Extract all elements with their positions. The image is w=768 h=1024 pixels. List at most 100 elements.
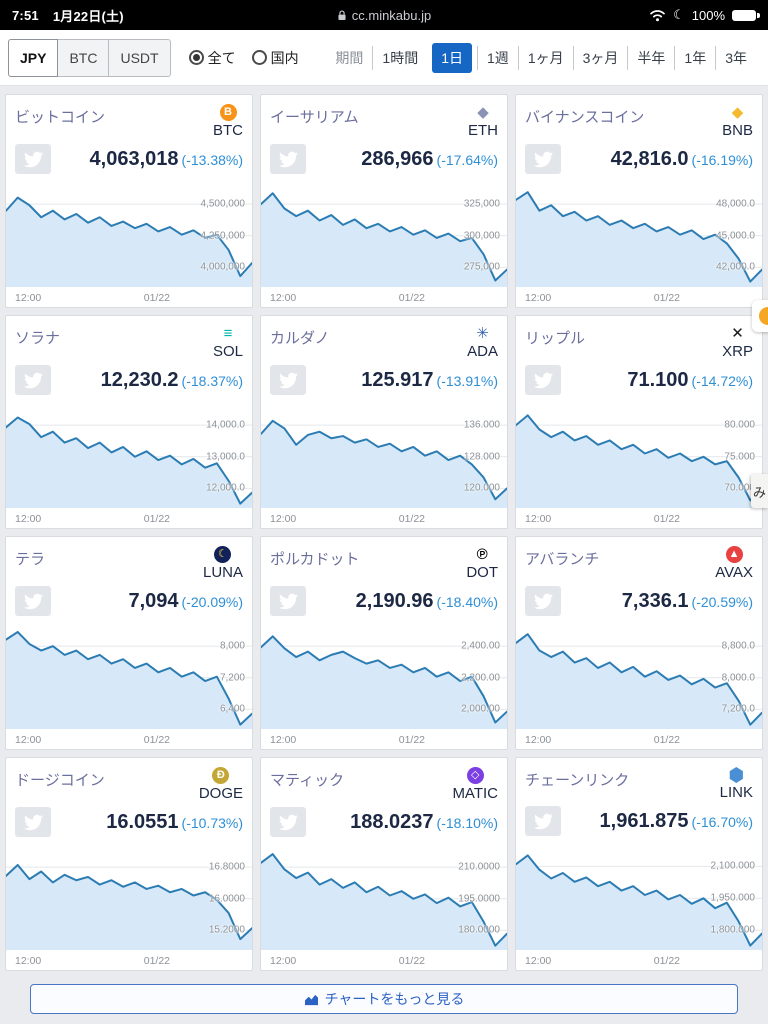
chart-time-label: 12:00: [525, 955, 552, 967]
price-chart: 8,000 7,200 6,400 12:00 01/22: [6, 620, 252, 749]
period-tab-1h[interactable]: 1時間: [372, 45, 427, 70]
chart-y-label: 2,200.00: [461, 672, 500, 684]
crypto-card-dot[interactable]: ポルカドット ℗ DOT 2,190.96 (-18.40%): [260, 536, 508, 750]
coin-change: (-13.91%): [436, 372, 498, 389]
price-chart: 80.000 75.000 70.000 12:00 01/22: [516, 399, 762, 528]
coin-change: (-18.10%): [436, 814, 498, 831]
chart-date-label: 01/22: [398, 292, 426, 304]
coin-price: 125.917: [361, 368, 434, 391]
twitter-share-button[interactable]: [270, 144, 306, 174]
wifi-icon: [650, 9, 665, 21]
coin-symbol: LINK: [719, 784, 753, 801]
crypto-card-link[interactable]: チェーンリンク LINK 1,961.875 (-16.70%): [515, 757, 763, 971]
url-bar[interactable]: cc.minkabu.jp: [0, 8, 768, 23]
chart-time-label: 12:00: [525, 513, 552, 525]
link-icon: [729, 767, 743, 783]
coin-change: (-14.72%): [691, 372, 753, 389]
coin-symbol: DOT: [466, 564, 498, 581]
chart-y-label: 180.0000: [458, 924, 500, 936]
currency-tab-btc[interactable]: BTC: [57, 38, 110, 77]
period-tab-6mo[interactable]: 半年: [627, 45, 674, 70]
radio-icon: [251, 50, 267, 65]
coin-symbol: DOGE: [198, 785, 243, 802]
period-tab-3y[interactable]: 3年: [715, 45, 756, 70]
coin-symbol: BTC: [213, 122, 243, 139]
crypto-card-luna[interactable]: テラ ☾ LUNA 7,094 (-20.09%): [5, 536, 253, 750]
bnb-icon: ◆: [731, 104, 744, 121]
twitter-share-button[interactable]: [525, 586, 561, 616]
coin-price: 71.100: [627, 368, 689, 391]
currency-tab-usdt[interactable]: USDT: [108, 38, 171, 77]
crypto-card-btc[interactable]: ビットコイン B BTC 4,063,018 (-13.38%): [5, 94, 253, 308]
chart-y-label: 2,400.00: [461, 640, 500, 652]
coin-change: (-10.73%): [181, 814, 243, 831]
chart-svg: [516, 620, 762, 729]
coin-price: 42,816.0: [610, 147, 689, 170]
crypto-card-sol[interactable]: ソラナ ≡ SOL 12,230.2 (-18.37%): [5, 315, 253, 529]
chart-y-label: 16.8000: [208, 861, 245, 873]
price-chart: 2,400.00 2,200.00 2,000.00 12:00 01/22: [261, 620, 507, 749]
scope-option-all[interactable]: 全て: [188, 48, 236, 68]
price-chart: 210.0000 195.0000 180.0000 12:00 01/22: [261, 841, 507, 970]
twitter-icon: [23, 593, 43, 609]
battery-icon: [732, 9, 760, 21]
chart-y-label: 8,800.0: [721, 640, 755, 652]
btc-icon: B: [219, 104, 237, 121]
floating-side-tab[interactable]: み: [751, 474, 768, 508]
coin-change: (-20.09%): [181, 593, 243, 610]
twitter-share-button[interactable]: [525, 144, 561, 174]
crypto-card-doge[interactable]: ドージコイン Ð DOGE 16.0551 (-10.73%): [5, 757, 253, 971]
chart-svg: [261, 620, 507, 729]
coin-symbol: AVAX: [715, 564, 753, 581]
twitter-icon: [533, 593, 553, 609]
chart-svg: [6, 620, 252, 729]
chart-svg: [261, 178, 507, 287]
crypto-card-matic[interactable]: マティック ◇ MATIC 188.0237 (-18.10%): [260, 757, 508, 971]
twitter-share-button[interactable]: [15, 144, 51, 174]
scope-option-domestic[interactable]: 国内: [251, 48, 299, 68]
period-tab-1w[interactable]: 1週: [477, 45, 518, 70]
coin-name: マティック: [270, 772, 345, 789]
status-date: 1月22日(土): [52, 8, 124, 24]
twitter-share-button[interactable]: [15, 807, 51, 837]
currency-tab-jpy[interactable]: JPY: [8, 38, 59, 77]
twitter-share-button[interactable]: [270, 586, 306, 616]
chart-y-label: 16.0000: [208, 893, 245, 905]
twitter-share-button[interactable]: [525, 365, 561, 395]
twitter-icon: [23, 814, 43, 830]
crypto-card-eth[interactable]: イーサリアム ◆ ETH 286,966 (-17.64%): [260, 94, 508, 308]
twitter-share-button[interactable]: [525, 806, 561, 836]
chart-date-label: 01/22: [653, 955, 681, 967]
chart-time-label: 12:00: [525, 292, 552, 304]
chart-y-label: 4,250,000: [200, 230, 246, 242]
battery-percent: 100%: [691, 7, 725, 23]
chart-y-label: 6,400: [219, 703, 245, 715]
coin-change: (-17.64%): [436, 151, 498, 168]
period-tab-1y[interactable]: 1年: [674, 45, 715, 70]
period-tab-3mo[interactable]: 3ヶ月: [572, 45, 628, 70]
chart-svg: [261, 841, 507, 950]
crypto-card-avax[interactable]: アバランチ ▲ AVAX 7,336.1 (-20.59%): [515, 536, 763, 750]
twitter-share-button[interactable]: [15, 586, 51, 616]
chart-y-label: 45,000.0: [716, 230, 755, 242]
chart-date-label: 01/22: [143, 292, 171, 304]
twitter-share-button[interactable]: [15, 365, 51, 395]
chart-date-label: 01/22: [653, 513, 681, 525]
twitter-share-button[interactable]: [270, 807, 306, 837]
price-chart: 8,800.0 8,000.0 7,200.0 12:00 01/22: [516, 620, 762, 749]
crypto-card-xrp[interactable]: リップル ✕ XRP 71.100 (-14.72%): [515, 315, 763, 529]
coin-price: 12,230.2: [100, 368, 179, 391]
twitter-share-button[interactable]: [270, 365, 306, 395]
floating-notice-button[interactable]: [752, 300, 768, 332]
period-tab-1d[interactable]: 1日: [432, 42, 473, 73]
more-charts-button[interactable]: チャートをもっと見る: [30, 984, 738, 1014]
crypto-card-bnb[interactable]: バイナンスコイン ◆ BNB 42,816.0 (-16.19%): [515, 94, 763, 308]
chart-time-label: 12:00: [270, 292, 297, 304]
cards-grid: ビットコイン B BTC 4,063,018 (-13.38%): [0, 86, 768, 979]
coin-name: ソラナ: [15, 330, 61, 347]
crypto-card-ada[interactable]: カルダノ ✳ ADA 125.917 (-13.91%): [260, 315, 508, 529]
chart-y-label: 70.000: [724, 482, 755, 494]
coin-name: テラ: [15, 551, 46, 568]
period-tab-1mo[interactable]: 1ヶ月: [517, 45, 573, 70]
card-head: ドージコイン Ð DOGE 16.0551 (-10.73%): [6, 758, 252, 837]
